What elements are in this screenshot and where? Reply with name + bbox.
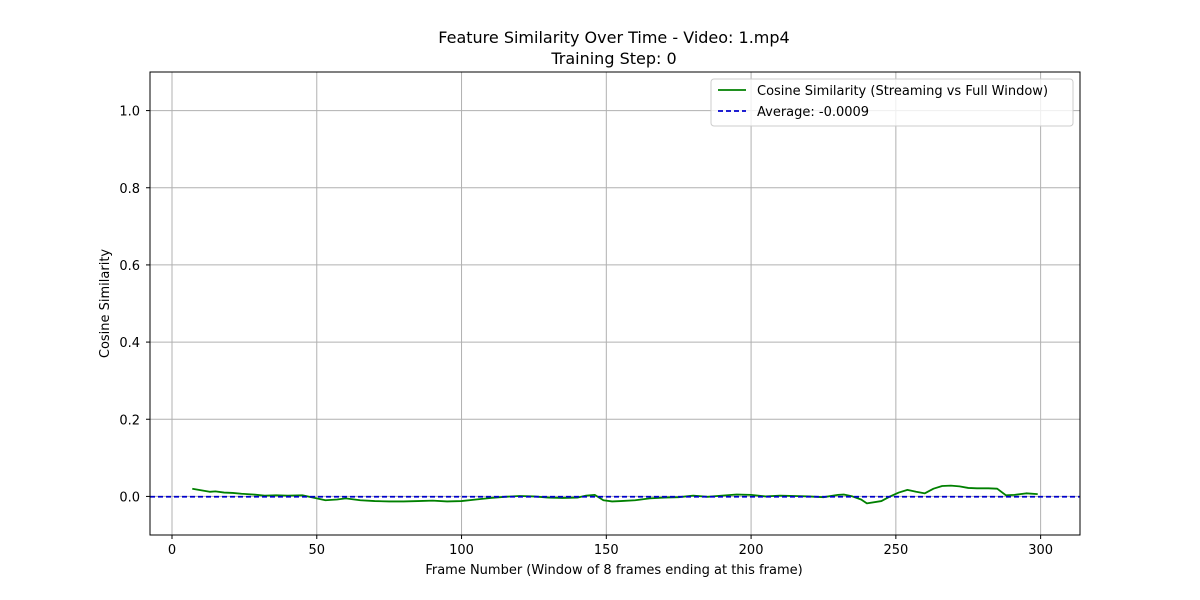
x-tick-label: 300 [1028,543,1053,558]
x-tick-label: 0 [168,543,176,558]
series-layer [150,484,1080,505]
y-tick-label: 1.0 [119,105,140,120]
ticks: 0 50 100 150 200 250 300 0.0 0.2 0.4 0.6 0.8 1.0 [119,105,1053,558]
legend-box [710,78,1074,127]
chart-title: Feature Similarity Over Time - Video: 1.… [438,28,789,47]
x-tick-label: 200 [739,543,764,558]
y-tick-label: 0.8 [119,182,140,197]
x-tick-label: 150 [594,543,619,558]
y-tick-label: 0.2 [119,413,140,428]
legend: Cosine Similarity (Streaming vs Full Win… [710,78,1074,127]
plot-frame [149,71,1081,536]
x-tick-label: 250 [883,543,908,558]
x-tick-label: 100 [449,543,474,558]
legend-label-cosine: Cosine Similarity (Streaming vs Full Win… [757,84,1048,99]
y-tick-label: 0.0 [119,490,140,505]
y-axis-label: Cosine Similarity [98,249,113,359]
x-tick-label: 50 [309,543,326,558]
legend-label-average: Average: -0.0009 [757,105,869,120]
x-axis-label: Frame Number (Window of 8 frames ending … [425,563,802,578]
chart-subtitle: Training Step: 0 [550,49,676,68]
cosine-similarity-line [192,484,1038,505]
y-tick-label: 0.6 [119,259,140,274]
y-tick-label: 0.4 [119,336,140,351]
